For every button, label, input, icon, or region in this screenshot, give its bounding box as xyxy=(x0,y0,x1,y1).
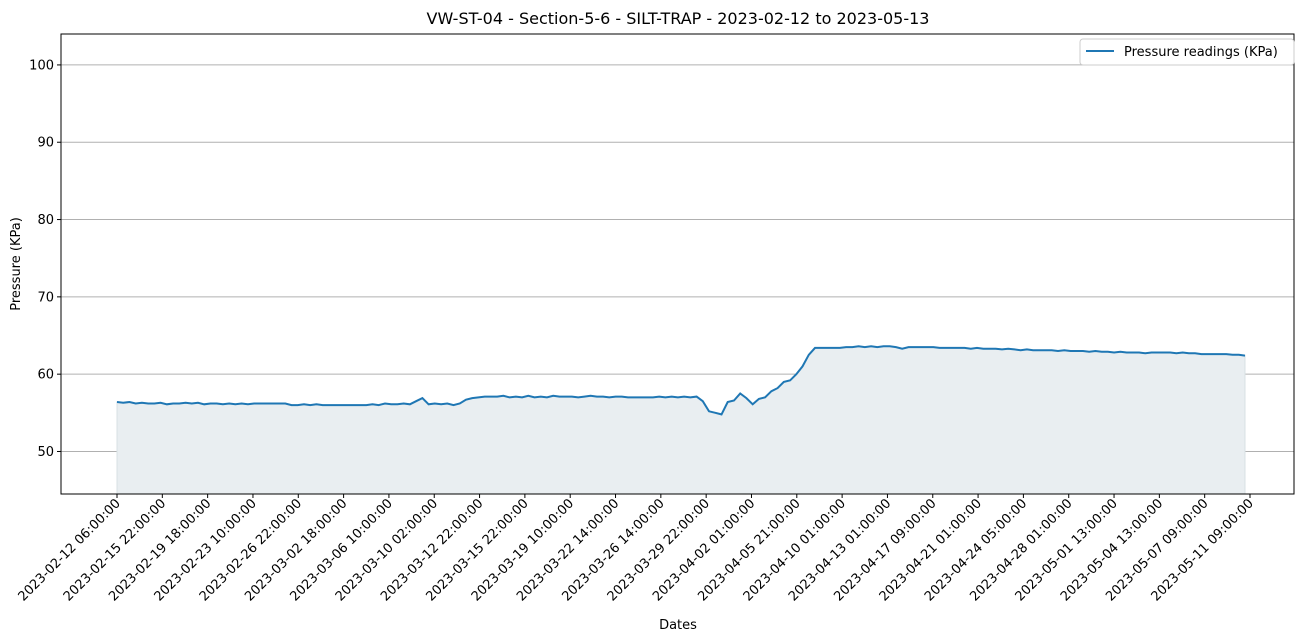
y-tick-label: 100 xyxy=(29,58,54,73)
y-axis-ticks: 50 60 70 80 90 100 xyxy=(29,58,61,460)
y-tick-label: 70 xyxy=(37,290,54,305)
legend-entry: Pressure readings (KPa) xyxy=(1124,45,1278,60)
y-tick-label: 60 xyxy=(37,368,54,383)
pressure-area-fill xyxy=(116,345,1246,495)
y-axis-label: Pressure (KPa) xyxy=(9,217,24,311)
y-tick-label: 90 xyxy=(37,136,54,151)
legend: Pressure readings (KPa) xyxy=(1079,38,1295,66)
chart-title: VW-ST-04 - Section-5-6 - SILT-TRAP - 202… xyxy=(427,9,930,28)
pressure-series-line xyxy=(116,345,1246,416)
y-tick-label: 80 xyxy=(37,213,54,228)
legend-box xyxy=(1079,38,1295,66)
y-tick-label: 50 xyxy=(37,445,54,460)
x-axis-label: Dates xyxy=(659,618,697,633)
plot-frame xyxy=(60,33,1295,495)
